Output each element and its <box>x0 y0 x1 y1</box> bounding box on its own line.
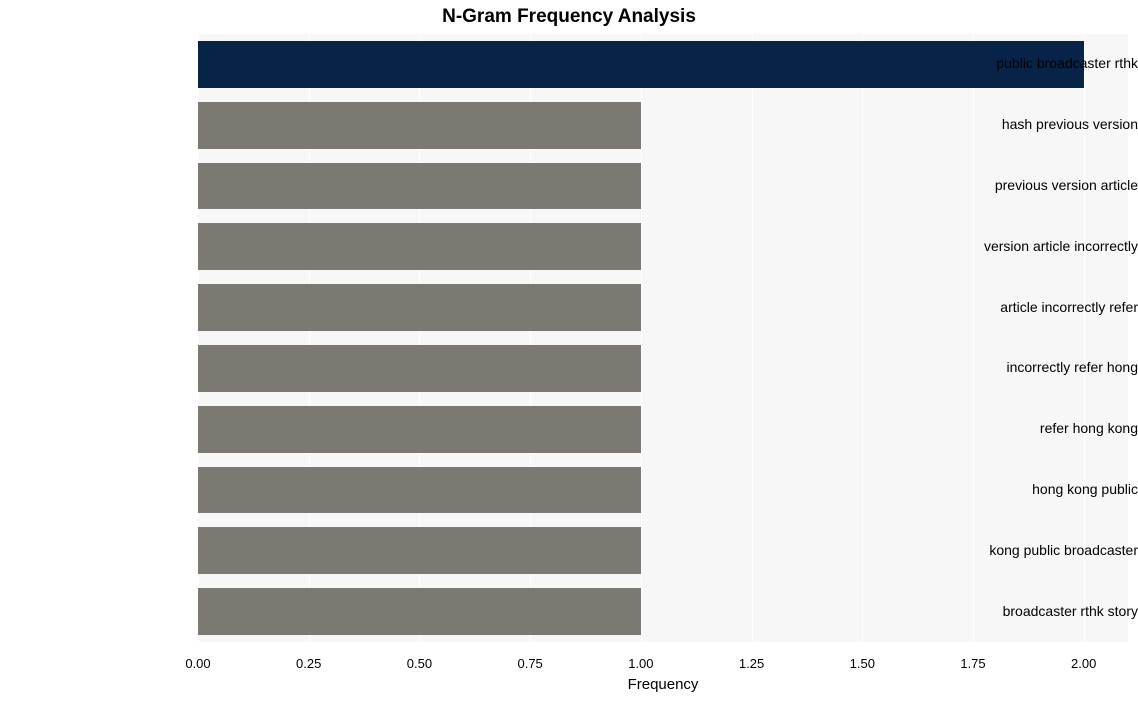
x-tick-label: 1.00 <box>628 656 653 671</box>
y-tick-label: public broadcaster rthk <box>946 55 1138 71</box>
x-tick-label: 1.25 <box>739 656 764 671</box>
x-tick-label: 0.75 <box>517 656 542 671</box>
y-tick-label: kong public broadcaster <box>946 542 1138 558</box>
x-tick-label: 0.50 <box>407 656 432 671</box>
y-tick-label: broadcaster rthk story <box>946 603 1138 619</box>
y-tick-label: incorrectly refer hong <box>946 359 1138 375</box>
y-tick-label: version article incorrectly <box>946 238 1138 254</box>
bar <box>198 588 641 635</box>
x-tick-label: 0.00 <box>185 656 210 671</box>
bar <box>198 223 641 270</box>
ngram-frequency-chart: N-Gram Frequency Analysis Frequency 0.00… <box>0 0 1138 701</box>
bar <box>198 102 641 149</box>
x-tick-label: 2.00 <box>1071 656 1096 671</box>
bar <box>198 406 641 453</box>
bar <box>198 163 641 210</box>
y-tick-label: hash previous version <box>946 116 1138 132</box>
x-tick-label: 1.50 <box>850 656 875 671</box>
bar <box>198 467 641 514</box>
y-tick-label: hong kong public <box>946 481 1138 497</box>
y-tick-label: refer hong kong <box>946 420 1138 436</box>
x-tick-label: 0.25 <box>296 656 321 671</box>
gridline <box>862 34 863 642</box>
bar <box>198 284 641 331</box>
y-tick-label: previous version article <box>946 177 1138 193</box>
y-tick-label: article incorrectly refer <box>946 299 1138 315</box>
x-axis-label: Frequency <box>198 676 1128 693</box>
chart-title: N-Gram Frequency Analysis <box>0 6 1138 28</box>
gridline <box>641 34 642 642</box>
bar <box>198 345 641 392</box>
x-tick-label: 1.75 <box>960 656 985 671</box>
gridline <box>752 34 753 642</box>
bar <box>198 527 641 574</box>
